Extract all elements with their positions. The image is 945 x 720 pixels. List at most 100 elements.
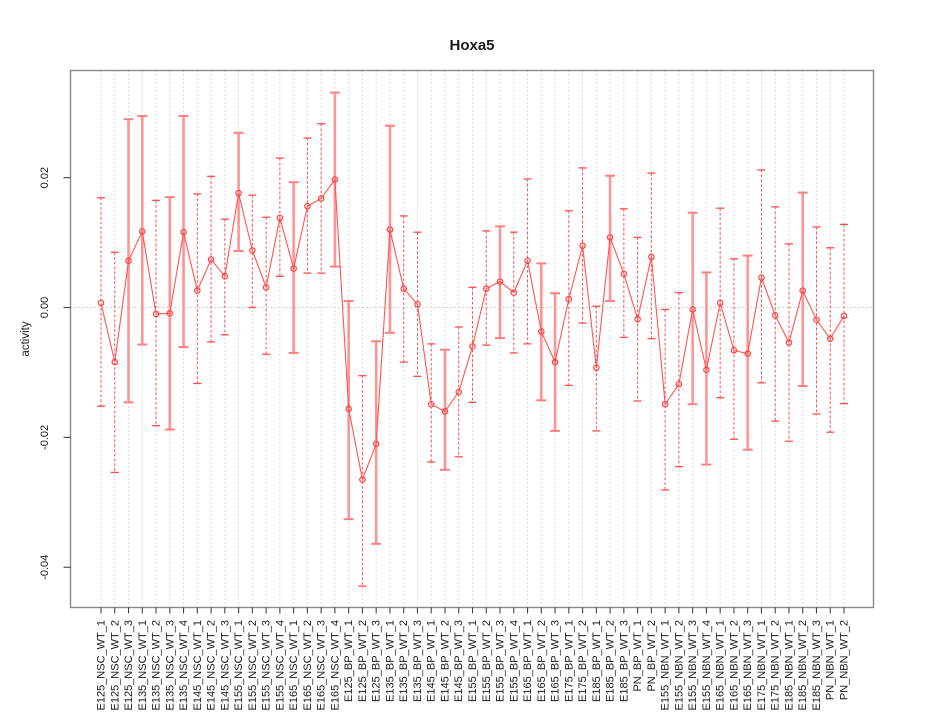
- data-point: [620, 270, 628, 278]
- x-tick-label: E155_BP_WT_4: [508, 620, 520, 702]
- x-tick-label: E155_NSC_WT_4: [274, 620, 286, 711]
- x-tick-label: E175_NBN_WT_2: [770, 620, 782, 711]
- x-tick-label: E155_NSC_WT_2: [247, 620, 259, 711]
- y-tick-label: -0.02: [39, 425, 51, 450]
- y-tick-label: 0.02: [39, 167, 51, 188]
- x-tick-label: E175_NBN_WT_1: [756, 620, 768, 711]
- data-point: [97, 299, 105, 307]
- x-tick-label: E165_BP_WT_3: [550, 620, 562, 702]
- data-point: [537, 328, 545, 335]
- x-tick-label: E165_NBN_WT_2: [728, 620, 740, 711]
- x-tick-label: E135_NSC_WT_4: [178, 620, 190, 711]
- x-tick-label: E135_BP_WT_2: [398, 620, 410, 702]
- data-point: [579, 242, 586, 250]
- x-tick-label: E165_NSC_WT_1: [288, 620, 300, 711]
- x-tick-label: E155_NBN_WT_4: [701, 620, 713, 711]
- x-tick-label: E145_BP_WT_2: [439, 620, 451, 702]
- x-tick-label: E165_NSC_WT_2: [302, 620, 314, 711]
- x-tick-label: E145_NSC_WT_1: [192, 620, 204, 711]
- data-point: [262, 284, 270, 291]
- data-point: [317, 195, 325, 202]
- data-point: [276, 214, 284, 222]
- x-tick-label: E185_BP_WT_2: [605, 620, 617, 702]
- series-polyline: [100, 178, 845, 482]
- data-points: [97, 176, 848, 483]
- data-point: [372, 440, 380, 448]
- x-tick-label: E135_NSC_WT_1: [137, 620, 149, 711]
- data-point: [194, 287, 201, 294]
- data-point: [826, 335, 834, 342]
- data-point: [138, 228, 146, 235]
- x-tick-label: E145_BP_WT_1: [426, 620, 438, 702]
- x-tick-label: E125_BP_WT_1: [343, 620, 355, 702]
- x-tick-label: E165_BP_WT_1: [522, 620, 534, 702]
- data-point: [249, 247, 256, 254]
- x-tick-label: E155_BP_WT_1: [467, 620, 479, 702]
- data-point: [304, 202, 311, 210]
- data-point: [648, 253, 655, 261]
- data-point: [730, 347, 738, 354]
- data-point: [441, 408, 449, 415]
- data-point: [221, 273, 229, 280]
- data-point: [496, 278, 504, 285]
- data-point: [510, 289, 518, 296]
- data-point: [744, 350, 751, 357]
- x-tick-label: E155_NBN_WT_3: [687, 620, 699, 711]
- data-point: [758, 274, 765, 281]
- data-point: [634, 315, 641, 323]
- x-tick-label: E125_NSC_WT_1: [96, 620, 108, 711]
- x-tick-label: E165_NSC_WT_4: [329, 620, 341, 711]
- data-point: [427, 400, 435, 408]
- x-tick-label: E135_NSC_WT_3: [164, 620, 176, 711]
- data-point: [125, 257, 132, 265]
- data-point: [840, 312, 848, 320]
- x-tick-label: E135_BP_WT_1: [384, 620, 396, 702]
- data-point: [606, 234, 614, 241]
- x-tick-label: E175_BP_WT_2: [577, 620, 589, 702]
- data-point: [813, 316, 820, 324]
- x-tick-label: E185_BP_WT_1: [591, 620, 603, 702]
- x-tick-label: PN_BP_WT_2: [646, 620, 658, 692]
- gridlines: [70, 70, 874, 608]
- data-point: [785, 339, 793, 346]
- y-axis-title: activity: [20, 321, 32, 356]
- x-tick-label: E185_NBN_WT_1: [783, 620, 795, 711]
- x-tick-label: E125_BP_WT_2: [357, 620, 369, 702]
- data-point: [235, 189, 242, 197]
- x-tick-label: E185_NBN_WT_2: [797, 620, 809, 711]
- x-tick-label: E185_BP_WT_3: [618, 620, 630, 702]
- x-tick-label: E145_NSC_WT_2: [206, 620, 218, 711]
- x-tick-label: PN_NBN_WT_2: [839, 620, 851, 700]
- data-point: [207, 256, 215, 263]
- data-point: [482, 285, 490, 292]
- data-point: [524, 257, 531, 265]
- data-point: [386, 226, 394, 233]
- data-point: [469, 343, 476, 350]
- x-tick-label: PN_BP_WT_1: [632, 620, 644, 692]
- x-tick-label: E155_BP_WT_2: [481, 620, 493, 702]
- data-point: [565, 295, 573, 303]
- axes: 0.02 0.00 -0.02 -0.04 E125_NSC_WT_1 E125_NSC_…: [39, 69, 875, 711]
- data-point: [771, 311, 779, 319]
- data-point: [400, 285, 408, 292]
- x-tick-label: E155_BP_WT_3: [495, 620, 507, 702]
- y-tick-label: 0.00: [39, 297, 51, 318]
- x-tick-label: E185_NBN_WT_3: [811, 620, 823, 711]
- data-point: [414, 300, 421, 308]
- x-tick-label: E155_NBN_WT_2: [673, 620, 685, 711]
- data-point: [345, 405, 352, 413]
- x-tick-label: E155_NSC_WT_1: [233, 620, 245, 711]
- chart-title: Hoxa5: [449, 37, 494, 54]
- data-point: [290, 265, 297, 272]
- x-tick-label: PN_NBN_WT_1: [825, 620, 837, 700]
- data-point: [359, 476, 366, 483]
- series-line: [100, 178, 845, 482]
- x-tick-label: E125_NSC_WT_3: [123, 620, 135, 711]
- y-tick-label: -0.04: [39, 555, 51, 580]
- x-tick-label: E135_NSC_WT_2: [151, 620, 163, 711]
- data-point: [455, 388, 463, 396]
- data-point: [661, 400, 669, 408]
- x-tick-label: E155_NSC_WT_3: [261, 620, 273, 711]
